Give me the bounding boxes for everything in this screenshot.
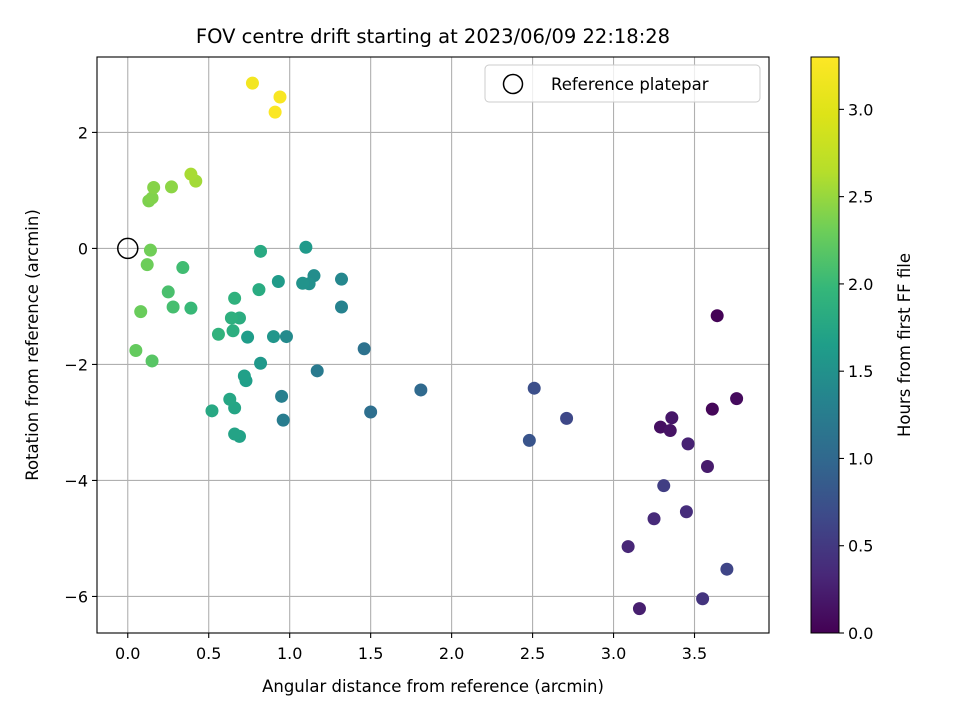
plot-area: 0.0 0.5 1.0 1.5 2.0 2.5 3.0 3.5 2 0 −2 −4 −6	[64, 56, 770, 663]
x-tick-label: 1.0	[277, 644, 302, 663]
data-point	[364, 405, 378, 419]
data-point	[696, 592, 710, 606]
data-point	[299, 240, 313, 254]
data-point	[211, 327, 225, 341]
y-tick-label: −6	[64, 587, 88, 606]
y-axis-ticks: 2 0 −2 −4 −6	[64, 123, 97, 606]
legend-label: Reference platepar	[551, 75, 709, 94]
data-point	[647, 512, 661, 526]
y-tick-label: −2	[64, 355, 88, 374]
grid	[97, 57, 769, 633]
legend-marker-icon	[502, 73, 524, 95]
data-point	[663, 424, 677, 438]
x-axis-label: Angular distance from reference (arcmin)	[262, 677, 604, 696]
data-point	[700, 460, 714, 474]
data-point	[357, 342, 371, 356]
chart-title: FOV centre drift starting at 2023/06/09 …	[196, 25, 670, 48]
data-point	[228, 427, 242, 441]
colorbar-tick-label: 2.5	[848, 188, 873, 207]
data-point	[621, 540, 635, 554]
data-point	[560, 411, 574, 425]
data-point	[335, 300, 349, 314]
reference-platepar-marker	[117, 237, 139, 260]
data-points	[129, 76, 744, 616]
x-tick-label: 3.5	[682, 644, 707, 663]
data-point	[310, 364, 324, 378]
data-point	[161, 285, 175, 299]
data-point	[140, 258, 154, 272]
data-point	[143, 243, 157, 257]
data-point	[164, 180, 178, 194]
data-point	[268, 105, 282, 119]
data-point	[184, 167, 198, 181]
data-point	[665, 411, 679, 425]
data-point	[166, 300, 180, 314]
data-point	[710, 309, 724, 323]
data-point	[296, 276, 310, 290]
data-point	[241, 330, 255, 344]
x-tick-label: 1.5	[358, 644, 383, 663]
y-tick-label: 2	[78, 123, 88, 142]
data-point	[129, 344, 143, 358]
x-tick-label: 2.5	[520, 644, 545, 663]
colorbar-tick-label: 0.0	[848, 624, 873, 643]
x-tick-label: 3.0	[601, 644, 626, 663]
data-point	[632, 602, 646, 616]
data-point	[720, 562, 734, 576]
data-point	[224, 311, 238, 325]
data-point	[522, 433, 536, 447]
data-point	[279, 330, 293, 344]
data-point	[254, 356, 268, 370]
data-point	[275, 389, 289, 403]
x-tick-label: 0.5	[196, 644, 221, 663]
colorbar-gradient	[810, 56, 840, 634]
x-tick-label: 2.0	[439, 644, 464, 663]
data-point	[176, 261, 190, 275]
data-point	[335, 272, 349, 286]
data-point	[657, 479, 671, 493]
legend-box	[484, 64, 761, 103]
data-point	[228, 291, 242, 305]
data-point	[730, 392, 744, 406]
colorbar-tick-label: 1.0	[848, 449, 873, 468]
colorbar-ticks: 0.0 0.5 1.0 1.5 2.0 2.5 3.0	[839, 100, 873, 643]
colorbar: 0.0 0.5 1.0 1.5 2.0 2.5 3.0 Hours from first F…	[810, 56, 914, 643]
x-axis-ticks: 0.0 0.5 1.0 1.5 2.0 2.5 3.0 3.5	[115, 633, 707, 663]
y-tick-label: −4	[64, 471, 88, 490]
plot-frame	[96, 56, 770, 634]
data-point	[705, 402, 719, 416]
data-point	[134, 305, 148, 319]
data-point	[223, 392, 237, 406]
data-point	[145, 354, 159, 368]
data-point	[252, 283, 266, 297]
colorbar-tick-label: 0.5	[848, 537, 873, 556]
y-tick-label: 0	[78, 239, 88, 258]
data-point	[254, 244, 268, 258]
data-point	[245, 76, 259, 90]
legend: Reference platepar	[484, 64, 761, 103]
colorbar-tick-label: 3.0	[848, 100, 873, 119]
x-tick-label: 0.0	[115, 644, 140, 663]
data-point	[267, 330, 281, 344]
data-point	[681, 437, 695, 451]
data-point	[237, 369, 251, 383]
colorbar-label: Hours from first FF file	[895, 253, 914, 437]
data-point	[527, 381, 541, 395]
data-point	[271, 274, 285, 288]
colorbar-tick-label: 1.5	[848, 362, 873, 381]
data-point	[145, 191, 159, 205]
data-point	[184, 301, 198, 315]
data-point	[276, 413, 290, 427]
data-point	[226, 324, 240, 338]
colorbar-tick-label: 2.0	[848, 275, 873, 294]
data-point	[205, 404, 219, 418]
y-axis-label: Rotation from reference (arcmin)	[23, 209, 42, 481]
data-point	[147, 181, 161, 195]
data-point	[273, 90, 287, 104]
data-point	[414, 383, 428, 397]
data-point	[679, 505, 693, 519]
